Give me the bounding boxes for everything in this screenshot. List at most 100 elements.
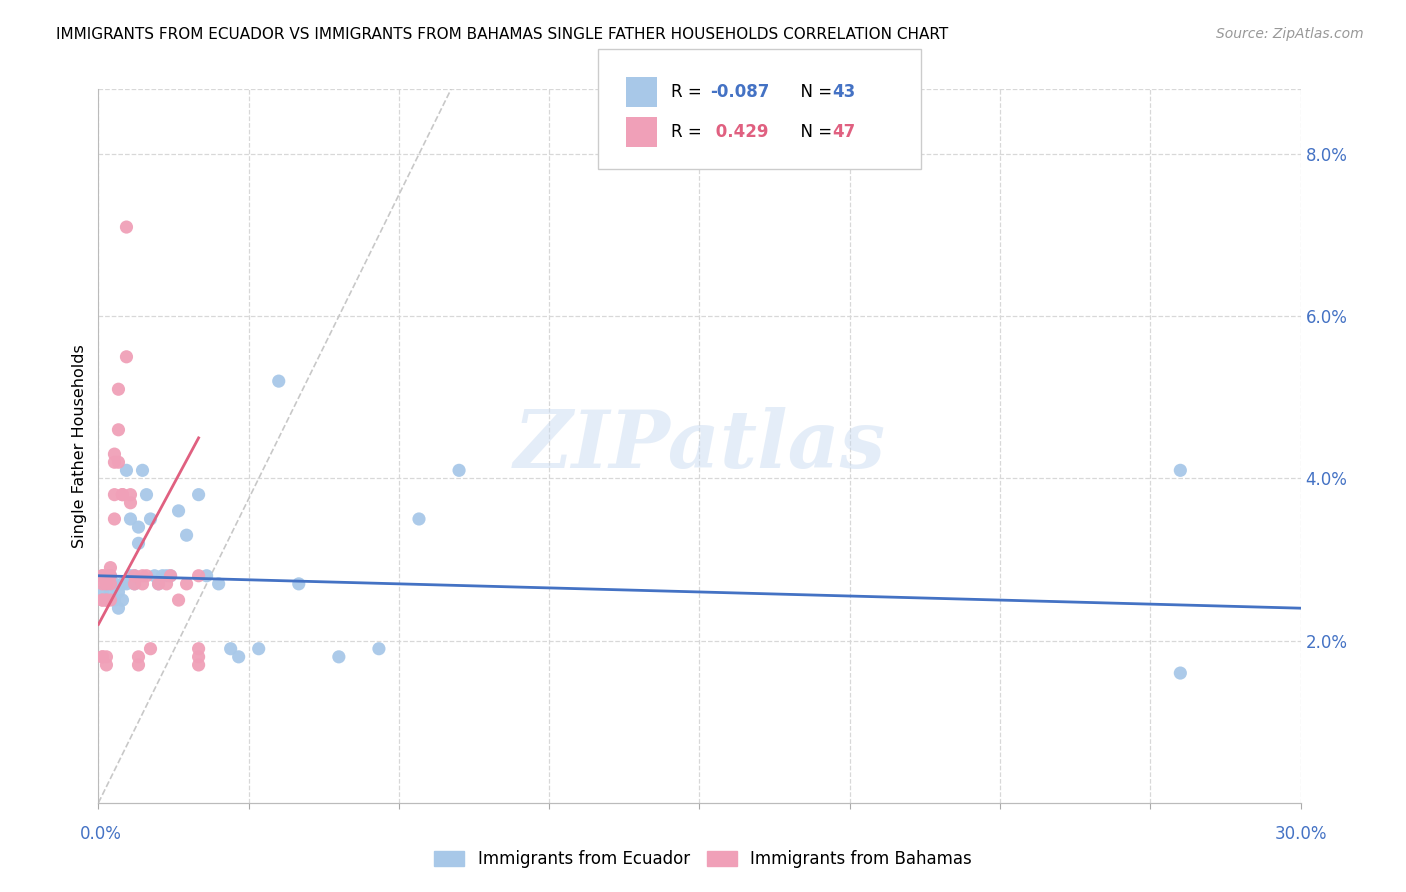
Point — [187, 568, 209, 582]
Point — [167, 593, 190, 607]
Point — [115, 350, 138, 364]
Point — [176, 528, 198, 542]
Point — [91, 649, 114, 664]
Point — [408, 512, 430, 526]
Point — [96, 568, 118, 582]
Point — [368, 641, 391, 656]
Point — [96, 657, 118, 672]
Point — [124, 568, 146, 582]
Point — [100, 593, 122, 607]
Point — [103, 593, 125, 607]
Text: 30.0%: 30.0% — [1274, 825, 1327, 843]
Point — [107, 601, 129, 615]
Point — [107, 423, 129, 437]
Point — [208, 577, 231, 591]
Point — [131, 568, 153, 582]
Point — [120, 512, 142, 526]
Point — [91, 593, 114, 607]
Point — [155, 577, 177, 591]
Point — [96, 593, 118, 607]
Point — [148, 577, 170, 591]
Point — [107, 455, 129, 469]
Point — [91, 568, 114, 582]
Point — [91, 649, 114, 664]
Point — [176, 577, 198, 591]
Point — [187, 649, 209, 664]
Text: R =: R = — [671, 123, 707, 141]
Point — [91, 585, 114, 599]
Point — [103, 512, 125, 526]
Point — [143, 568, 166, 582]
Text: Source: ZipAtlas.com: Source: ZipAtlas.com — [1216, 27, 1364, 41]
Point — [111, 577, 134, 591]
Point — [120, 488, 142, 502]
Point — [111, 488, 134, 502]
Point — [124, 577, 146, 591]
Point — [135, 488, 157, 502]
Y-axis label: Single Father Households: Single Father Households — [72, 344, 87, 548]
Point — [135, 568, 157, 582]
Point — [159, 568, 181, 582]
Point — [107, 382, 129, 396]
Point — [103, 488, 125, 502]
Point — [100, 568, 122, 582]
Text: ZIPatlas: ZIPatlas — [513, 408, 886, 484]
Point — [187, 488, 209, 502]
Text: IMMIGRANTS FROM ECUADOR VS IMMIGRANTS FROM BAHAMAS SINGLE FATHER HOUSEHOLDS CORR: IMMIGRANTS FROM ECUADOR VS IMMIGRANTS FR… — [56, 27, 949, 42]
Point — [1170, 666, 1192, 681]
Point — [96, 649, 118, 664]
Point — [100, 585, 122, 599]
Point — [128, 657, 150, 672]
Point — [91, 568, 114, 582]
Point — [131, 577, 153, 591]
Point — [219, 641, 242, 656]
Point — [103, 455, 125, 469]
Point — [155, 568, 177, 582]
Point — [131, 463, 153, 477]
Text: R =: R = — [671, 83, 707, 101]
Point — [152, 568, 174, 582]
Point — [124, 577, 146, 591]
Point — [328, 649, 350, 664]
Point — [128, 520, 150, 534]
Point — [96, 577, 118, 591]
Text: 0.429: 0.429 — [710, 123, 769, 141]
Point — [103, 577, 125, 591]
Point — [139, 512, 162, 526]
Point — [1170, 463, 1192, 477]
Point — [187, 657, 209, 672]
Point — [288, 577, 311, 591]
Point — [111, 593, 134, 607]
Text: 43: 43 — [832, 83, 856, 101]
Point — [111, 488, 134, 502]
Point — [100, 577, 122, 591]
Point — [115, 463, 138, 477]
Point — [447, 463, 470, 477]
Point — [139, 641, 162, 656]
Text: -0.087: -0.087 — [710, 83, 769, 101]
Point — [96, 593, 118, 607]
Text: N =: N = — [790, 123, 838, 141]
Point — [120, 568, 142, 582]
Point — [100, 568, 122, 582]
Point — [187, 641, 209, 656]
Point — [148, 577, 170, 591]
Point — [107, 585, 129, 599]
Text: N =: N = — [790, 83, 838, 101]
Point — [128, 649, 150, 664]
Point — [267, 374, 290, 388]
Point — [91, 593, 114, 607]
Point — [167, 504, 190, 518]
Point — [247, 641, 270, 656]
Point — [91, 577, 114, 591]
Point — [128, 536, 150, 550]
Point — [115, 577, 138, 591]
Point — [100, 560, 122, 574]
Text: 0.0%: 0.0% — [80, 825, 122, 843]
Legend: Immigrants from Ecuador, Immigrants from Bahamas: Immigrants from Ecuador, Immigrants from… — [427, 844, 979, 875]
Point — [96, 577, 118, 591]
Point — [96, 593, 118, 607]
Point — [103, 447, 125, 461]
Point — [159, 568, 181, 582]
Point — [228, 649, 250, 664]
